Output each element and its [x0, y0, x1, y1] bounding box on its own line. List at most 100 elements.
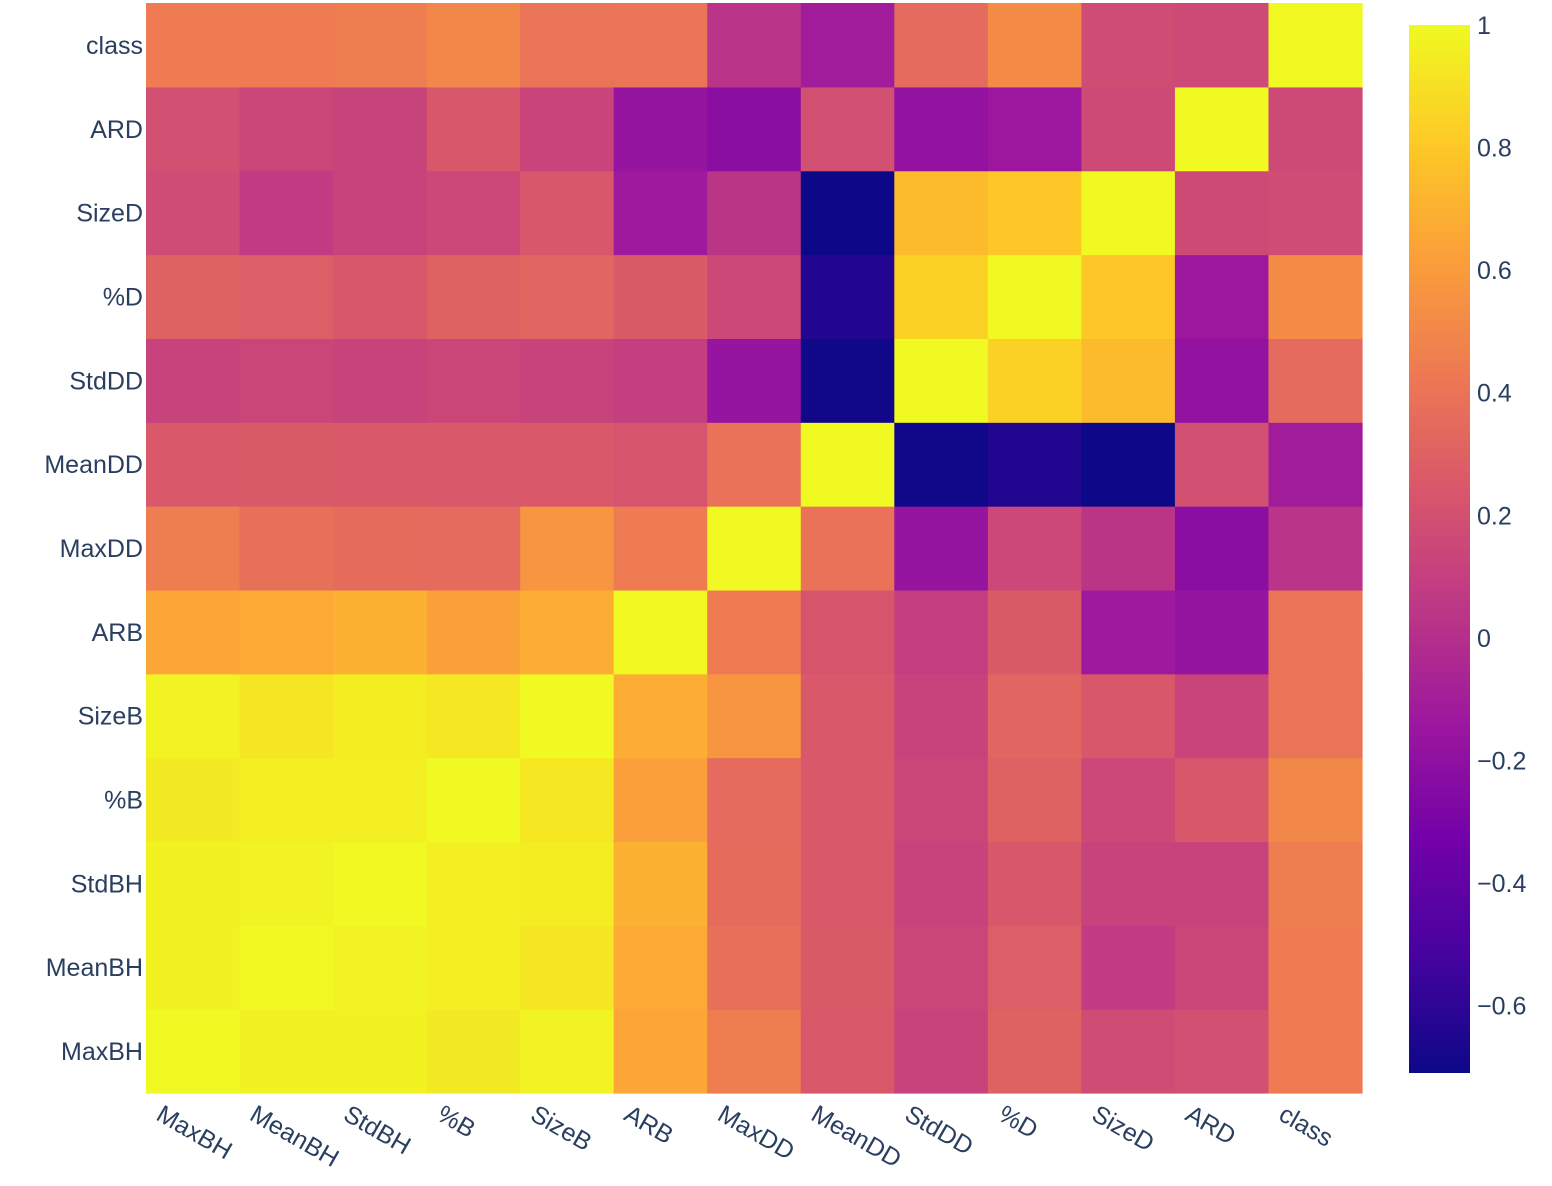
heatmap-cell-ARD-MaxDD	[707, 86, 802, 172]
heatmap-cell-MeanDD-MaxDD	[707, 422, 802, 507]
heatmap-cell-ARB-%D	[987, 589, 1082, 675]
heatmap-cell-%B-MaxDD	[707, 757, 802, 843]
heatmap-cell-MaxBH-MeanDD	[800, 1009, 895, 1094]
y-tick-label: MaxDD	[60, 535, 143, 563]
heatmap-cell-SizeD-StdBH	[333, 170, 428, 256]
heatmap-cell-StdBH-MeanDD	[800, 841, 895, 926]
heatmap-cell-%D-ARD	[1174, 254, 1270, 339]
heatmap-cell-MaxBH-MeanBH	[239, 1009, 334, 1094]
heatmap-cell-MeanDD-MaxBH	[146, 422, 241, 507]
heatmap-cell-SizeB-ARD	[1174, 673, 1270, 759]
heatmap-cell-ARB-%B	[426, 589, 521, 675]
x-tick-label: ARB	[619, 1100, 678, 1150]
heatmap-cell-ARD-SizeB	[520, 86, 615, 172]
heatmap-cell-%D-SizeB	[520, 254, 615, 339]
heatmap-cell-SizeB-%D	[987, 673, 1082, 759]
x-tick-label: StdDD	[900, 1100, 978, 1161]
heatmap-cell-SizeD-ARD	[1174, 170, 1270, 256]
heatmap-cell-MaxDD-MeanDD	[800, 506, 895, 591]
x-tick-label: SizeD	[1087, 1100, 1159, 1158]
heatmap-cell-MeanDD-ARD	[1174, 422, 1270, 507]
heatmap-cell-ARD-MeanDD	[800, 86, 895, 172]
heatmap-cell-ARB-ARB	[613, 589, 708, 675]
heatmap-cell-class-MaxDD	[707, 3, 802, 88]
heatmap-cell-StdBH-MeanBH	[239, 841, 334, 926]
heatmap-cell-MeanDD-StdBH	[333, 422, 428, 507]
heatmap-cell-MeanDD-SizeD	[1081, 422, 1176, 507]
heatmap-cell-MaxBH-%D	[987, 1009, 1082, 1094]
heatmap-cell-SizeD-%D	[987, 170, 1082, 256]
heatmap-cell-StdDD-SizeD	[1081, 338, 1176, 423]
heatmap-cell-StdDD-MaxDD	[707, 338, 802, 423]
heatmap-cell-SizeB-MeanDD	[800, 673, 895, 759]
heatmap-cell-SizeB-MeanBH	[239, 673, 334, 759]
colorbar-tick-label: −0.4	[1477, 870, 1526, 898]
heatmap-cell-%B-SizeB	[520, 757, 615, 843]
heatmap-cell-MaxDD-StdDD	[894, 506, 989, 591]
x-tick-label: class	[1274, 1100, 1337, 1153]
heatmap-cell-SizeD-SizeD	[1081, 170, 1176, 256]
heatmap-cell-MeanDD-class	[1268, 422, 1363, 507]
heatmap-cell-ARB-SizeB	[520, 589, 615, 675]
x-tick-label: MeanBH	[245, 1100, 343, 1173]
colorbar-tick-label: 0.6	[1477, 257, 1512, 285]
heatmap-cell-%D-MaxBH	[146, 254, 241, 339]
heatmap-cell-%B-StdDD	[894, 757, 989, 843]
colorbar-tick-label: −0.2	[1477, 747, 1526, 775]
heatmap-cell-StdBH-StdBH	[333, 841, 428, 926]
heatmap-cell-StdBH-ARD	[1174, 841, 1270, 926]
heatmap-cell-MeanDD-%B	[426, 422, 521, 507]
heatmap-cell-class-SizeB	[520, 3, 615, 88]
x-tick-label: ARD	[1181, 1100, 1241, 1151]
heatmap-cell-StdDD-class	[1268, 338, 1363, 423]
heatmap-cell-MaxBH-%B	[426, 1009, 521, 1094]
heatmap-cell-MaxDD-ARD	[1174, 506, 1270, 591]
heatmap-cell-%B-class	[1268, 757, 1363, 843]
heatmap-cell-MaxDD-MaxDD	[707, 506, 802, 591]
heatmap-cell-%D-MeanBH	[239, 254, 334, 339]
heatmap-cell-StdBH-class	[1268, 841, 1363, 926]
heatmap-cell-%D-StdDD	[894, 254, 989, 339]
heatmap-cell-StdDD-ARD	[1174, 338, 1270, 423]
heatmap-cell-%D-class	[1268, 254, 1363, 339]
heatmap-cell-ARD-MaxBH	[146, 86, 241, 172]
heatmap-cell-SizeD-MeanBH	[239, 170, 334, 256]
heatmap-cell-class-ARD	[1174, 3, 1270, 88]
heatmap-cell-%D-MeanDD	[800, 254, 895, 339]
heatmap-cell-%D-%D	[987, 254, 1082, 339]
y-tick-label: MeanBH	[46, 954, 143, 982]
heatmap-cell-MeanDD-%D	[987, 422, 1082, 507]
heatmap-cell-StdBH-MaxDD	[707, 841, 802, 926]
heatmap-cell-SizeD-%B	[426, 170, 521, 256]
heatmap-cells	[146, 3, 1363, 1094]
heatmap-cell-class-class	[1268, 3, 1363, 88]
heatmap-cell-StdBH-MaxBH	[146, 841, 241, 926]
x-tick-label: %D	[994, 1100, 1043, 1144]
heatmap-cell-SizeD-SizeB	[520, 170, 615, 256]
heatmap-cell-class-%B	[426, 3, 521, 88]
heatmap-cell-MaxBH-ARD	[1174, 1009, 1270, 1094]
heatmap-cell-SizeB-StdBH	[333, 673, 428, 759]
heatmap-cell-MeanBH-class	[1268, 925, 1363, 1010]
heatmap-cell-StdBH-StdDD	[894, 841, 989, 926]
heatmap-cell-MaxBH-MaxBH	[146, 1009, 241, 1094]
heatmap-cell-class-ARB	[613, 3, 708, 88]
y-tick-label: StdDD	[69, 367, 143, 395]
heatmap-cell-SizeD-MaxDD	[707, 170, 802, 256]
heatmap-cell-SizeD-ARB	[613, 170, 708, 256]
heatmap-cell-MeanBH-StdDD	[894, 925, 989, 1010]
heatmap-cell-SizeB-StdDD	[894, 673, 989, 759]
colorbar-tick-labels: 1 0.8 0.6 0.4 0.2 0 −0.2 −0.4 −0.6	[1477, 12, 1526, 1021]
heatmap-cell-SizeB-SizeB	[520, 673, 615, 759]
heatmap-cell-%B-ARD	[1174, 757, 1270, 843]
heatmap-cell-ARB-MaxBH	[146, 589, 241, 675]
heatmap-cell-StdDD-StdBH	[333, 338, 428, 423]
colorbar-tick-label: 1	[1477, 12, 1491, 40]
heatmap-cell-MeanBH-%B	[426, 925, 521, 1010]
heatmap-cell-MaxBH-StdDD	[894, 1009, 989, 1094]
heatmap-cell-ARD-class	[1268, 86, 1363, 172]
heatmap-cell-MaxDD-SizeB	[520, 506, 615, 591]
heatmap-cell-StdDD-SizeB	[520, 338, 615, 423]
colorbar-tick-label: −0.6	[1477, 993, 1526, 1021]
heatmap-cell-%D-StdBH	[333, 254, 428, 339]
